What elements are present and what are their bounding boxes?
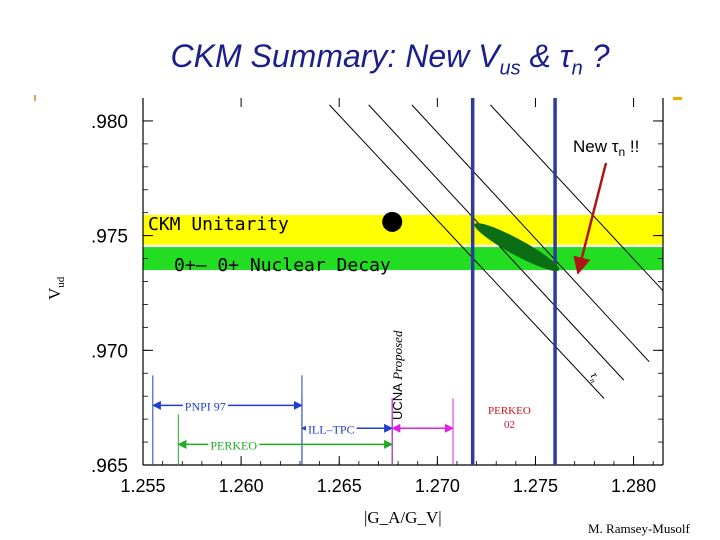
tau-n-sub: n bbox=[588, 377, 598, 385]
x-tick-label: 1.275 bbox=[513, 476, 558, 496]
x-tick-label: 1.260 bbox=[219, 476, 264, 496]
new-tau-arrow bbox=[573, 162, 608, 275]
y-tick-label: .965 bbox=[91, 456, 128, 477]
tau-n-main: τ bbox=[587, 370, 602, 381]
tau-n-label: τn bbox=[586, 370, 604, 385]
svg-text:UCNA Proposed: UCNA Proposed bbox=[390, 330, 405, 420]
title-main: CKM Summary: New V bbox=[170, 38, 500, 74]
x-tick-label: 1.255 bbox=[120, 476, 165, 496]
y-axis-label-main: V bbox=[45, 287, 64, 300]
ucna-label-part2: Proposed bbox=[390, 330, 405, 383]
y-axis-label: Vud bbox=[45, 276, 67, 300]
x-tick-label: 1.270 bbox=[415, 476, 460, 496]
range-label-bg-2 bbox=[208, 437, 260, 454]
band-label-nuclear: 0+– 0+ Nuclear Decay bbox=[174, 255, 391, 276]
band-label-unitarity: CKM Unitarity bbox=[148, 214, 289, 235]
y-tick-label: .980 bbox=[91, 112, 128, 133]
perkeo02-line1: PERKEO bbox=[488, 405, 531, 417]
title-mid: & τ bbox=[520, 38, 572, 74]
y-axis-label-sub: ud bbox=[55, 276, 67, 288]
ucna-label-part1: UCNA bbox=[390, 383, 405, 420]
title-sub-n: n bbox=[571, 57, 583, 80]
x-tick-label: 1.280 bbox=[611, 476, 656, 496]
range-label-bg-1 bbox=[305, 421, 357, 438]
range-label-bg-0 bbox=[182, 398, 228, 415]
ucna-label: UCNA Proposed bbox=[390, 330, 405, 420]
range-label-2: PERKEO bbox=[210, 438, 257, 452]
new-tau-label: New τn !! bbox=[573, 137, 639, 159]
title-sub-us: us bbox=[499, 57, 521, 80]
svg-text:τn: τn bbox=[586, 370, 604, 385]
y-tick-label: .970 bbox=[91, 341, 128, 362]
x-axis-label: |G_A/G_V| bbox=[364, 508, 442, 527]
slide-title: CKM Summary: New Vus & τn ? bbox=[0, 38, 720, 80]
svg-text:Vud: Vud bbox=[45, 276, 67, 300]
new-tau-sub: n bbox=[618, 145, 625, 159]
band-0 bbox=[143, 214, 663, 245]
new-tau-main: New τ bbox=[573, 137, 619, 156]
orange-accent bbox=[673, 97, 682, 100]
title-end: ? bbox=[582, 38, 610, 74]
diagonal-line-3 bbox=[489, 104, 664, 292]
ckm-point bbox=[382, 211, 403, 232]
perkeo02-line2: 02 bbox=[504, 419, 515, 431]
left-accent bbox=[34, 95, 36, 101]
x-tick-label: 1.265 bbox=[317, 476, 362, 496]
measurement-ellipse bbox=[474, 223, 560, 272]
new-tau-tail: !! bbox=[625, 137, 639, 156]
range-label-0: PNPI 97 bbox=[185, 399, 226, 413]
range-label-1: ILL–TPC bbox=[308, 422, 355, 436]
y-tick-label: .975 bbox=[91, 227, 128, 248]
diagonal-line-2 bbox=[411, 104, 650, 363]
credit-label: M. Ramsey-Musolf bbox=[588, 521, 690, 536]
diagonal-line-0 bbox=[329, 104, 605, 399]
